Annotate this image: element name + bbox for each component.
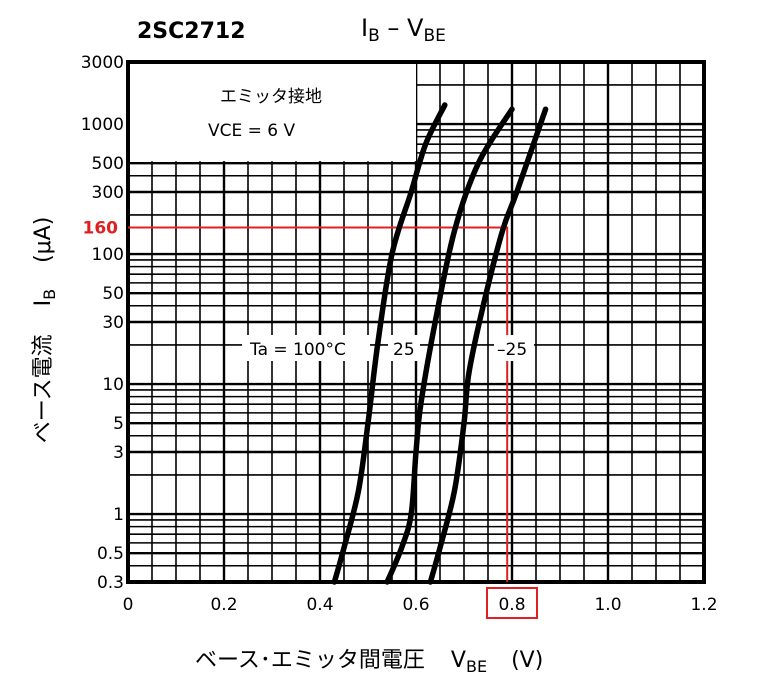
y-tick-label: 0.3 [97,573,124,593]
y-tick-label: 0.5 [97,544,124,564]
series-label-bg [242,335,370,361]
highlight-guide [128,226,509,582]
x-tick-label: 1.0 [594,595,621,615]
chart-title: IB – VBE [361,14,446,46]
y-tick-label: 1 [113,505,124,525]
condition-box [130,64,416,162]
x-axis-label: ベース･エミッタ間電圧 VBE (V) [195,648,543,676]
condition-vce: VCE = 6 V [208,121,296,141]
y-tick-label: 50 [102,284,124,304]
x-tick-label: 0.8 [498,595,525,615]
part-number: 2SC2712 [137,19,246,44]
y-tick-label: 100 [92,245,124,265]
plot-frame [126,60,706,584]
x-tick-label: 0.4 [306,595,333,615]
condition-label: エミッタ接地 [220,87,322,107]
x-tick-label: 0.2 [210,595,237,615]
highlight-x-box [486,587,538,619]
series-label-minus25c: –25 [497,340,527,360]
highlight-marker: 160 [83,218,538,619]
y-tick-label: 5 [113,414,124,434]
x-tick-labels: 0 0.2 0.4 0.6 0.8 1.0 1.2 [123,595,718,615]
y-axis-label: ベース電流IB(μA) [31,217,59,444]
series-curve-25c [384,106,515,585]
y-tick-label: 1000 [81,115,124,135]
y-tick-labels: 0.3 0.5 1 3 5 10 30 50 100 300 500 1000 3000 [81,53,124,593]
highlight-y-label: 160 [83,218,119,238]
series-label-100c: Ta = 100°C [249,340,346,360]
series-curve-minus25c [427,106,549,585]
series-label-25c: 25 [393,340,415,360]
y-tick-label: 300 [92,183,124,203]
series-curves [331,102,549,585]
series-curve-100c [331,102,448,585]
y-tick-label: 500 [92,154,124,174]
y-tick-label: 10 [102,375,124,395]
y-tick-label: 3 [113,443,124,463]
x-tick-label: 0 [123,595,134,615]
x-tick-label: 0.6 [402,595,429,615]
series-label-bg [388,335,420,361]
series-label-bg [494,335,534,361]
y-tick-label: 30 [102,313,124,333]
y-tick-label: 3000 [81,53,124,73]
x-tick-label: 1.2 [690,595,717,615]
